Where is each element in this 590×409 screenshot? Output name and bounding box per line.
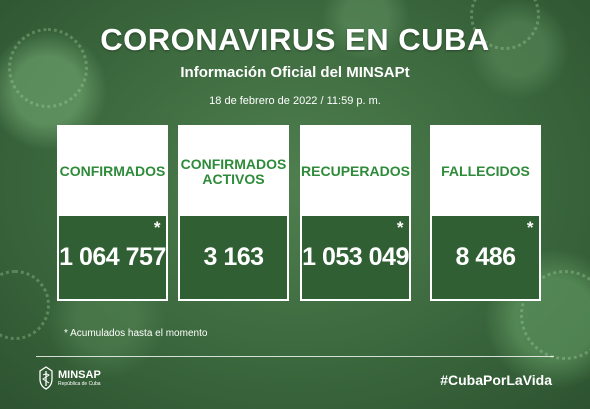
logo-name: MINSAP [58,368,101,381]
report-date: 18 de febrero de 2022 / 11:59 p. m. [209,95,381,107]
virus-decoration-icon [470,0,540,50]
card-label: CONFIRMADOS [59,127,166,216]
card-fallecidos: FALLECIDOS * 8 486 [430,125,541,301]
page-title: CORONAVIRUS EN CUBA [100,22,490,57]
asterisk-mark: * [396,218,404,237]
card-value: 1 053 049 [302,243,409,271]
card-label: RECUPERADOS [301,127,410,216]
card-label: FALLECIDOS [432,127,539,216]
hashtag: #CubaPorLaVida [440,372,552,388]
card-confirmados-activos: CONFIRMADOS ACTIVOS 3 163 [178,125,289,301]
minsap-emblem-icon [39,366,53,390]
logo-subtitle: República de Cuba [58,380,101,387]
asterisk-mark: * [153,218,161,237]
virus-decoration-icon [8,28,88,108]
card-value: 8 486 [455,243,516,271]
card-recuperados: RECUPERADOS * 1 053 049 [300,125,411,301]
footnote: * Acumulados hasta el momento [64,328,208,339]
card-value: 3 163 [203,243,264,271]
virus-decoration-icon [520,270,590,360]
divider [36,356,554,357]
card-value-box: 3 163 [180,216,287,299]
card-value-box: * 1 064 757 [59,216,166,299]
card-confirmados: CONFIRMADOS * 1 064 757 [57,125,168,301]
card-value-box: * 8 486 [432,216,539,299]
minsap-logo: MINSAP República de Cuba [38,366,101,390]
card-value-box: * 1 053 049 [302,216,409,299]
page-subtitle: Información Oficial del MINSAPt [180,64,410,81]
card-value: 1 064 757 [59,243,166,271]
asterisk-mark: * [526,218,534,237]
card-label: CONFIRMADOS ACTIVOS [180,127,287,216]
virus-decoration-icon [0,270,50,340]
